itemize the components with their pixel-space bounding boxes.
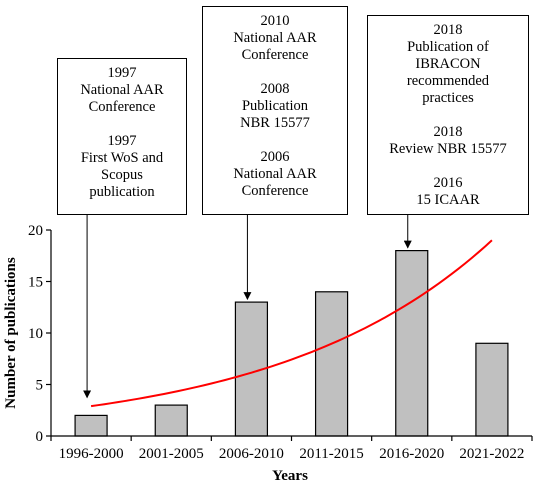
x-axis-title: Years (272, 468, 308, 484)
annotation-box: 1997 National AAR Conference 1997 First WoS … (57, 58, 187, 215)
y-tick-label: 5 (36, 378, 44, 394)
annotation-entry: 1997 National AAR Conference (58, 65, 186, 116)
annotation-box: 2010 National AAR Conference 2008 Publicatio… (202, 6, 348, 215)
annotation-line: 2008 (260, 81, 290, 97)
annotation-line: 2018 (433, 22, 463, 38)
annotation-line: First WoS and (80, 150, 164, 166)
annotation-line: practices (422, 90, 474, 106)
annotation-line: 1997 (107, 133, 137, 149)
x-tick-label: 2021-2022 (459, 446, 524, 462)
y-tick-label: 0 (36, 429, 44, 445)
x-tick-label: 2001-2005 (139, 446, 204, 462)
x-tick-label: 2006-2010 (219, 446, 284, 462)
annotation-line: Publication of (407, 39, 489, 55)
annotation-line: Publication (241, 98, 309, 114)
annotation-entry: 2018 Review NBR 15577 (368, 124, 528, 158)
annotation-line: publication (89, 184, 155, 200)
bar-2011-2015 (314, 291, 349, 437)
annotation-line: 2016 (433, 175, 463, 191)
y-axis-title: Number of publications (3, 257, 19, 409)
annotation-line: 2018 (433, 124, 463, 140)
annotation-line: NBR 15577 (240, 115, 310, 131)
annotation-entry: 2018 Publication of IBRACON recommended prac… (368, 22, 528, 107)
bar-2001-2005 (154, 404, 188, 437)
annotation-line: National AAR (80, 82, 164, 98)
annotation-line: recommended (406, 73, 490, 89)
bar-1996-2000 (74, 414, 108, 437)
x-tick-label: 1996-2000 (59, 446, 124, 462)
annotation-entry: 2006 National AAR Conference (203, 149, 347, 200)
annotation-line: National AAR (233, 166, 317, 182)
annotation-line: 1997 (107, 65, 137, 81)
bar-2016-2020 (395, 250, 429, 437)
y-tick-label: 15 (28, 275, 43, 291)
annotation-line: 2010 (260, 13, 290, 29)
x-tick-label: 2016-2020 (379, 446, 444, 462)
annotation-line: Conference (241, 47, 309, 63)
annotation-line: Conference (88, 99, 156, 115)
annotation-line: 2006 (260, 149, 290, 165)
annotation-line: Review NBR 15577 (389, 141, 507, 157)
annotation-entry: 2008 Publication NBR 15577 (203, 81, 347, 132)
annotation-line: National AAR (233, 30, 317, 46)
annotation-line: Conference (241, 183, 309, 199)
bar-2021-2022 (475, 342, 509, 437)
annotation-box: 2018 Publication of IBRACON recommended prac… (367, 15, 529, 215)
annotation-line: Scopus (101, 167, 143, 183)
trend-line (90, 239, 493, 408)
annotation-line: 15 ICAAR (416, 192, 480, 208)
annotation-line: IBRACON (415, 56, 481, 72)
annotation-entry: 2010 National AAR Conference (203, 13, 347, 64)
x-tick-label: 2011-2015 (299, 446, 363, 462)
annotation-entry: 1997 First WoS and Scopus publication (58, 133, 186, 201)
y-tick-label: 10 (28, 326, 43, 342)
annotation-entry: 2016 15 ICAAR (368, 175, 528, 209)
y-tick-label: 20 (28, 223, 43, 239)
